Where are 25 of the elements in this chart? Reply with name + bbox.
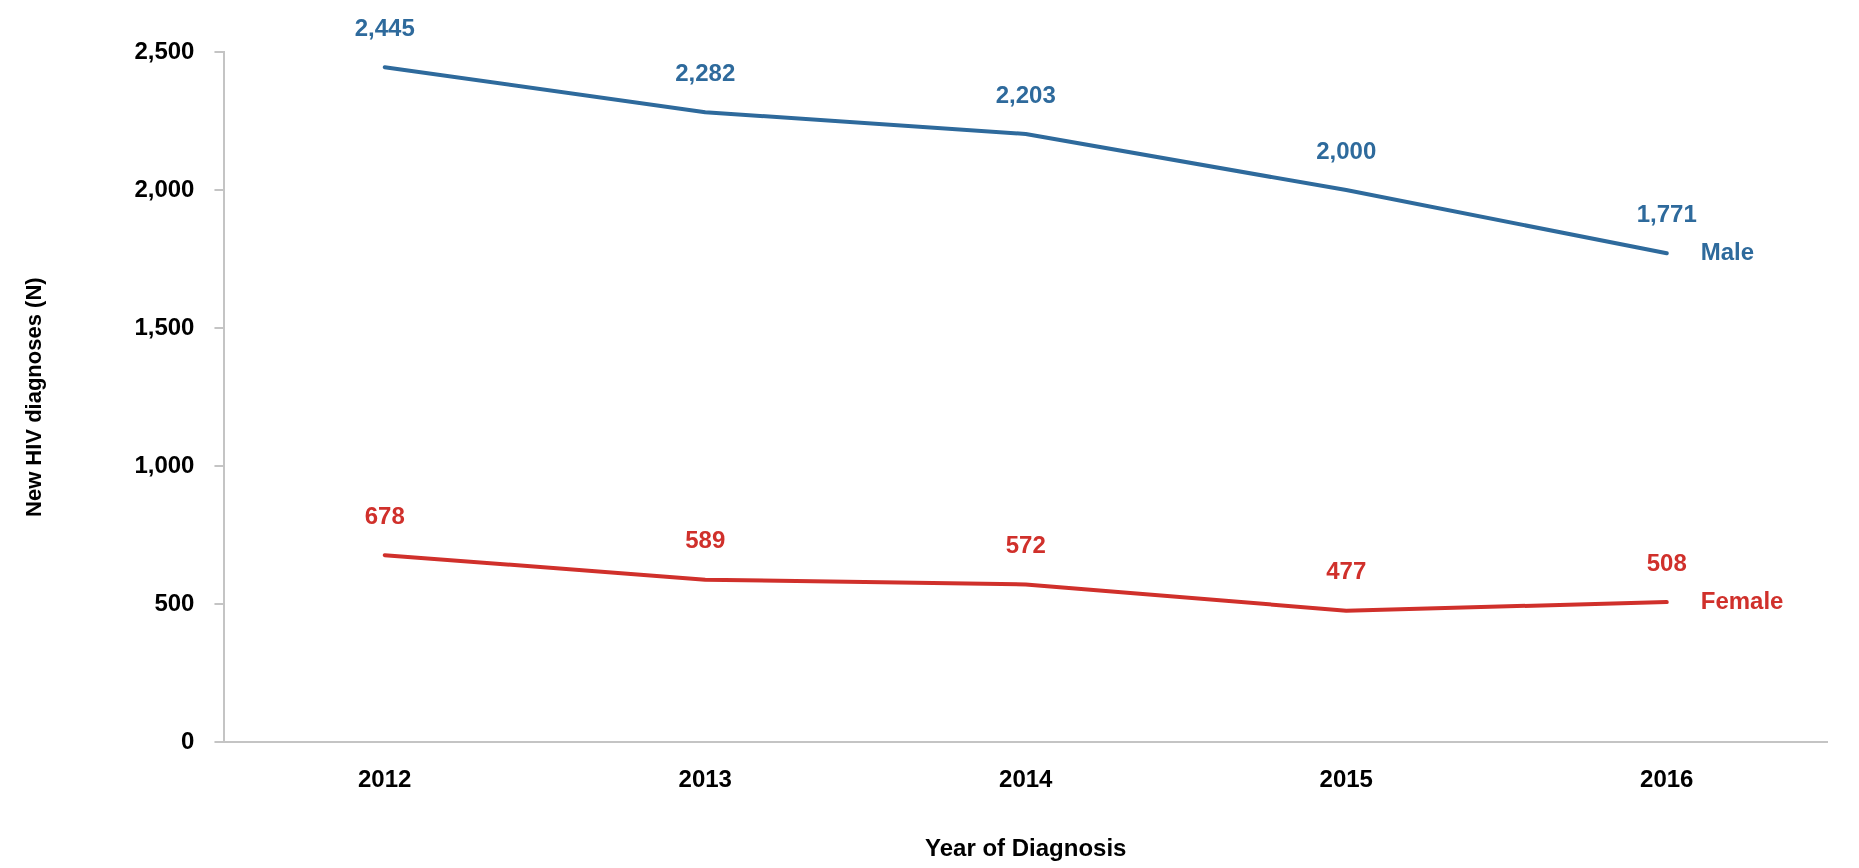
x-axis-title: Year of Diagnosis	[925, 834, 1127, 862]
y-tick-label: 1,500	[134, 312, 195, 340]
data-label: 589	[685, 526, 726, 554]
x-tick-label: 2014	[999, 765, 1054, 793]
data-label: 572	[1005, 531, 1046, 559]
y-axis-title: New HIV diagnoses (N)	[21, 277, 47, 517]
x-tick-label: 2012	[358, 765, 412, 793]
data-label: 2,000	[1316, 136, 1377, 164]
data-label: 2,203	[995, 80, 1056, 108]
x-tick-label: 2016	[1640, 765, 1694, 793]
x-tick-label: 2015	[1319, 765, 1373, 793]
data-label: 508	[1646, 548, 1687, 576]
y-tick-label: 2,000	[134, 174, 195, 202]
y-tick-label: 1,000	[134, 450, 195, 478]
data-label: 2,445	[354, 13, 415, 41]
series-label: Female	[1700, 586, 1784, 614]
series-label: Male	[1700, 237, 1755, 265]
y-tick-label: 0	[181, 727, 195, 755]
data-label: 2,282	[675, 58, 736, 86]
data-label: 1,771	[1636, 199, 1697, 227]
y-tick-label: 2,500	[134, 36, 195, 64]
y-tick-label: 500	[154, 588, 195, 616]
data-label: 477	[1326, 557, 1367, 585]
x-tick-label: 2013	[678, 765, 732, 793]
data-label: 678	[364, 501, 405, 529]
